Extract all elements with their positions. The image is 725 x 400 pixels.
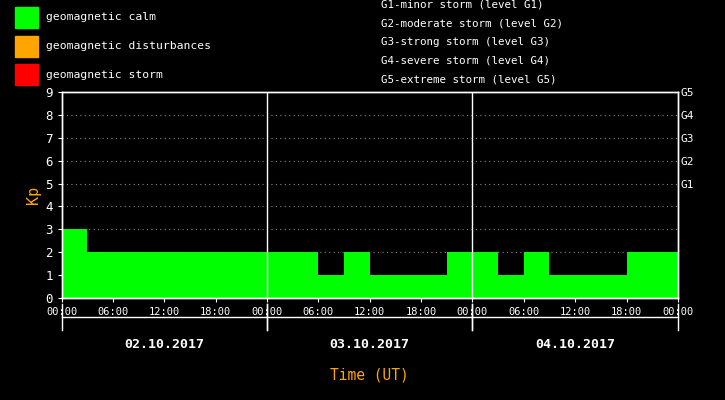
Bar	[62, 229, 87, 298]
Bar	[370, 275, 395, 298]
Text: 03.10.2017: 03.10.2017	[330, 338, 410, 351]
Text: 04.10.2017: 04.10.2017	[535, 338, 616, 351]
Bar	[293, 252, 318, 298]
Text: G1-minor storm (level G1): G1-minor storm (level G1)	[381, 0, 543, 10]
Y-axis label: Kp: Kp	[26, 186, 41, 204]
Text: Time (UT): Time (UT)	[331, 367, 409, 382]
Text: 02.10.2017: 02.10.2017	[124, 338, 204, 351]
Bar	[523, 252, 550, 298]
Bar	[344, 252, 370, 298]
Bar	[113, 252, 138, 298]
Bar	[447, 252, 473, 298]
Bar	[267, 252, 293, 298]
Bar	[14, 7, 38, 28]
Bar	[14, 36, 38, 57]
Bar	[601, 275, 626, 298]
Bar	[498, 275, 523, 298]
Bar	[318, 275, 344, 298]
Text: G4-severe storm (level G4): G4-severe storm (level G4)	[381, 56, 550, 66]
Bar	[473, 252, 498, 298]
Text: geomagnetic disturbances: geomagnetic disturbances	[46, 41, 212, 51]
Bar	[550, 275, 575, 298]
Bar	[241, 252, 267, 298]
Bar	[165, 252, 190, 298]
Text: G2-moderate storm (level G2): G2-moderate storm (level G2)	[381, 18, 563, 28]
Bar	[216, 252, 241, 298]
Bar	[575, 275, 601, 298]
Bar	[190, 252, 216, 298]
Bar	[138, 252, 165, 298]
Bar	[395, 275, 421, 298]
Text: G5-extreme storm (level G5): G5-extreme storm (level G5)	[381, 75, 556, 85]
Bar	[87, 252, 113, 298]
Bar	[421, 275, 447, 298]
Text: geomagnetic storm: geomagnetic storm	[46, 70, 163, 80]
Text: G3-strong storm (level G3): G3-strong storm (level G3)	[381, 37, 550, 47]
Bar	[652, 252, 678, 298]
Bar	[626, 252, 652, 298]
Bar	[14, 64, 38, 86]
Text: geomagnetic calm: geomagnetic calm	[46, 12, 157, 22]
